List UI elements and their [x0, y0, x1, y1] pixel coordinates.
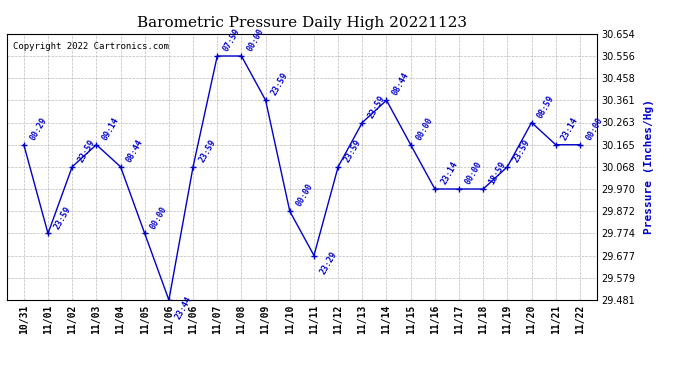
Text: 23:59: 23:59 — [270, 71, 290, 98]
Text: Copyright 2022 Cartronics.com: Copyright 2022 Cartronics.com — [13, 42, 168, 51]
Text: 00:00: 00:00 — [584, 116, 604, 142]
Text: 23:59: 23:59 — [77, 138, 97, 164]
Text: 23:59: 23:59 — [366, 94, 387, 120]
Text: 23:59: 23:59 — [342, 138, 363, 164]
Text: 08:44: 08:44 — [125, 138, 145, 164]
Text: 23:59: 23:59 — [197, 138, 217, 164]
Text: 23:29: 23:29 — [318, 250, 338, 276]
Text: 00:00: 00:00 — [149, 205, 169, 231]
Text: 18:59: 18:59 — [487, 160, 508, 186]
Text: 23:14: 23:14 — [439, 160, 460, 186]
Text: 23:44: 23:44 — [173, 295, 193, 321]
Text: 00:00: 00:00 — [294, 182, 314, 209]
Text: 08:59: 08:59 — [535, 94, 556, 120]
Text: 23:59: 23:59 — [52, 205, 72, 231]
Text: 08:44: 08:44 — [391, 71, 411, 98]
Title: Barometric Pressure Daily High 20221123: Barometric Pressure Daily High 20221123 — [137, 16, 467, 30]
Text: 23:14: 23:14 — [560, 116, 580, 142]
Text: 00:00: 00:00 — [415, 116, 435, 142]
Text: 00:29: 00:29 — [28, 116, 48, 142]
Text: 00:00: 00:00 — [246, 27, 266, 53]
Text: 07:59: 07:59 — [221, 27, 242, 53]
Y-axis label: Pressure (Inches/Hg): Pressure (Inches/Hg) — [644, 99, 654, 234]
Text: 09:14: 09:14 — [101, 116, 121, 142]
Text: 23:59: 23:59 — [511, 138, 532, 164]
Text: 00:00: 00:00 — [463, 160, 484, 186]
